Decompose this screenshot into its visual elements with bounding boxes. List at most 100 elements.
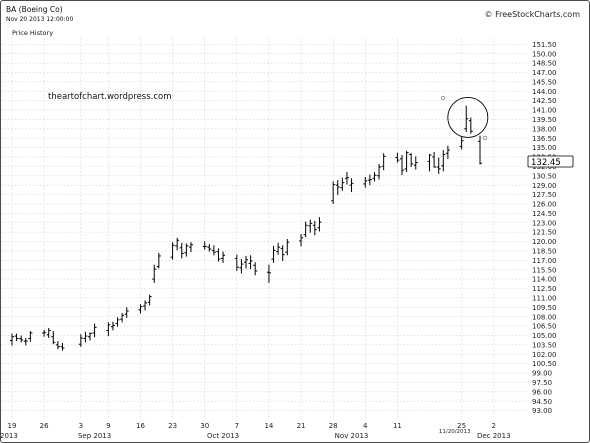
ohlc-bar xyxy=(266,264,271,283)
ohlc-bar xyxy=(459,136,464,150)
x-month-label: Nov 2013 xyxy=(335,432,369,440)
ohlc-bar xyxy=(413,156,418,170)
y-tick-label: 109.50 xyxy=(532,304,557,312)
x-tick-label: 9 xyxy=(106,422,110,430)
marker-circle xyxy=(482,135,488,141)
ohlc-bar xyxy=(340,177,345,191)
ohlc-bar xyxy=(404,150,409,173)
x-tick-label: 30 xyxy=(200,422,209,430)
ohlc-bar xyxy=(349,178,354,193)
ohlc-bar xyxy=(14,333,19,342)
copyright-label[interactable]: © FreeStockCharts.com xyxy=(484,10,580,19)
y-tick-label: 121.50 xyxy=(532,229,557,237)
y-tick-label: 148.50 xyxy=(532,60,557,68)
ohlc-bar xyxy=(280,245,285,261)
ohlc-bar xyxy=(367,174,372,186)
ohlc-bar xyxy=(271,245,276,263)
y-tick-label: 111.00 xyxy=(532,294,557,302)
ohlc-bar xyxy=(285,239,290,256)
ohlc-bar xyxy=(312,220,317,236)
series-label: Price History xyxy=(12,29,54,37)
y-tick-label: 115.50 xyxy=(532,266,557,274)
ohlc-bar xyxy=(28,331,33,342)
y-tick-label: 108.00 xyxy=(532,313,557,321)
y-tick-label: 147.00 xyxy=(532,69,557,77)
ohlc-bar xyxy=(372,172,377,182)
y-tick-label: 127.50 xyxy=(532,191,557,199)
ohlc-bar xyxy=(299,234,304,247)
x-tick-label: 4 xyxy=(363,422,368,430)
price-bars-layer xyxy=(0,105,482,351)
y-tick-label: 139.50 xyxy=(532,116,557,124)
y-tick-label: 93.00 xyxy=(532,407,552,415)
current-date-label: 11/20/2013 xyxy=(439,429,471,435)
ohlc-bar xyxy=(147,294,152,306)
last-price-label: 132.45 xyxy=(531,158,561,168)
ohlc-bar xyxy=(381,153,386,171)
y-tick-label: 129.00 xyxy=(532,182,557,190)
ohlc-bar xyxy=(303,221,308,238)
ohlc-bar xyxy=(436,157,441,174)
ohlc-bar xyxy=(409,153,414,168)
x-axis: 19 26 3 9 16 23 30 7 14 21 28 4 11 25 2 2013 Sep 2013 Oct… xyxy=(0,422,511,440)
ohlc-bar xyxy=(344,172,349,185)
y-tick-label: 136.50 xyxy=(532,135,557,143)
ohlc-bar xyxy=(19,335,24,343)
y-tick-label: 99.00 xyxy=(532,370,552,378)
ohlc-bar xyxy=(10,333,14,346)
x-tick-label: 26 xyxy=(40,422,49,430)
y-tick-label: 117.00 xyxy=(532,257,557,265)
ohlc-bar xyxy=(138,304,143,314)
ohlc-bar xyxy=(60,342,65,351)
y-tick-label: 106.50 xyxy=(532,323,557,331)
y-tick-label: 145.50 xyxy=(532,78,557,86)
ohlc-bar xyxy=(78,334,83,347)
y-tick-label: 126.00 xyxy=(532,201,557,209)
ohlc-bar xyxy=(88,332,92,341)
ohlc-bar xyxy=(276,242,281,255)
ohlc-bar xyxy=(55,341,60,350)
ohlc-bar xyxy=(377,163,382,180)
ohlc-bar xyxy=(42,329,47,337)
last-price-box xyxy=(527,155,574,168)
ohlc-bar xyxy=(152,264,157,283)
y-tick-label: 144.00 xyxy=(532,88,557,96)
chart-datetime: Nov 20 2013 12:00:00 xyxy=(6,16,74,23)
x-month-label: 2013 xyxy=(0,432,18,440)
ohlc-bar xyxy=(179,242,184,259)
ohlc-bar xyxy=(445,145,450,159)
x-tick-label: 16 xyxy=(136,422,145,430)
x-tick-label: 3 xyxy=(79,422,83,430)
ohlc-bar xyxy=(253,262,258,276)
symbol-title: BA (Boeing Co) xyxy=(6,5,63,14)
ohlc-bar xyxy=(143,300,148,311)
y-tick-label: 114.00 xyxy=(532,276,557,284)
ohlc-bar xyxy=(211,245,216,256)
watermark-text: theartofchart.wordpress.com xyxy=(48,92,172,102)
ohlc-bar xyxy=(239,259,244,274)
grid-layer xyxy=(1,38,527,420)
marker-circle xyxy=(440,95,446,101)
ohlc-bar xyxy=(308,219,313,233)
x-tick-label: 23 xyxy=(168,422,177,430)
y-tick-label: 94.50 xyxy=(532,398,552,406)
ohlc-bar xyxy=(106,322,111,337)
y-tick-label: 150.00 xyxy=(532,50,557,58)
y-tick-label: 96.00 xyxy=(532,388,552,396)
ohlc-bar xyxy=(184,243,189,257)
ohlc-bar xyxy=(83,331,88,343)
ohlc-bar xyxy=(468,117,473,134)
x-tick-label: 11 xyxy=(393,422,402,430)
ohlc-bar xyxy=(156,252,161,269)
overlay-layer: theartofchart.wordpress.com 132.45 xyxy=(48,92,574,168)
ohlc-bar xyxy=(317,217,322,232)
x-tick-label: 7 xyxy=(235,422,239,430)
ohlc-bar xyxy=(124,307,129,318)
ohlc-bar xyxy=(92,323,97,338)
ohlc-bar xyxy=(110,321,115,331)
ohlc-bar xyxy=(221,251,226,263)
ohlc-bar xyxy=(464,105,469,132)
ohlc-bar xyxy=(115,317,120,327)
ohlc-bar xyxy=(170,242,175,260)
